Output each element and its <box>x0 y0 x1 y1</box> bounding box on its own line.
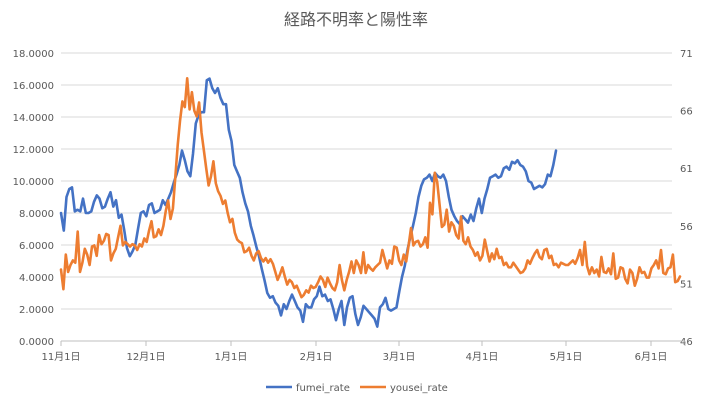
x-tick-label: 11月1日 <box>41 351 80 363</box>
series-line-yousei_rate <box>59 77 682 299</box>
legend-label-yousei_rate: yousei_rate <box>390 383 448 394</box>
right-y-axis: 46 51 56 61 66 71 <box>680 49 693 348</box>
x-tick-label: 1月1日 <box>215 351 248 363</box>
series-line-fumei_rate <box>59 77 558 328</box>
x-tick-label: 12月1日 <box>126 351 165 363</box>
x-tick-label: 5月1日 <box>550 351 583 363</box>
x-tick-label: 2月1日 <box>300 351 333 363</box>
left-tick-label: 2.0000 <box>19 305 54 316</box>
left-tick-label: 14.0000 <box>13 113 54 124</box>
x-tick-label: 6月1日 <box>635 351 668 363</box>
left-tick-label: 8.0000 <box>19 209 54 220</box>
x-axis: 11月1日 12月1日 1月1日 2月1日 3月1日 4月1日 5月1日 6月1日 <box>41 340 686 363</box>
gridlines <box>61 52 672 342</box>
right-tick-label: 46 <box>680 337 693 348</box>
right-tick-label: 66 <box>680 107 693 118</box>
right-tick-label: 51 <box>680 279 693 290</box>
right-tick-label: 56 <box>680 222 693 233</box>
left-tick-label: 4.0000 <box>19 273 54 284</box>
left-tick-label: 18.0000 <box>13 49 54 60</box>
right-tick-label: 61 <box>680 164 693 175</box>
x-tick-label: 4月1日 <box>466 351 499 363</box>
left-tick-label: 12.0000 <box>13 145 54 156</box>
legend: fumei_rate yousei_rate <box>266 383 448 394</box>
left-tick-label: 16.0000 <box>13 81 54 92</box>
left-tick-label: 0.0000 <box>19 337 54 348</box>
legend-label-fumei_rate: fumei_rate <box>296 383 350 394</box>
left-tick-label: 10.0000 <box>13 177 54 188</box>
right-tick-label: 71 <box>680 49 693 60</box>
left-tick-label: 6.0000 <box>19 241 54 252</box>
x-tick-label: 3月1日 <box>383 351 416 363</box>
chart-title: 経路不明率と陽性率 <box>284 10 428 29</box>
left-y-axis: 0.0000 2.0000 4.0000 6.0000 8.0000 10.0000 12.… <box>13 49 54 348</box>
series-lines <box>59 77 682 328</box>
